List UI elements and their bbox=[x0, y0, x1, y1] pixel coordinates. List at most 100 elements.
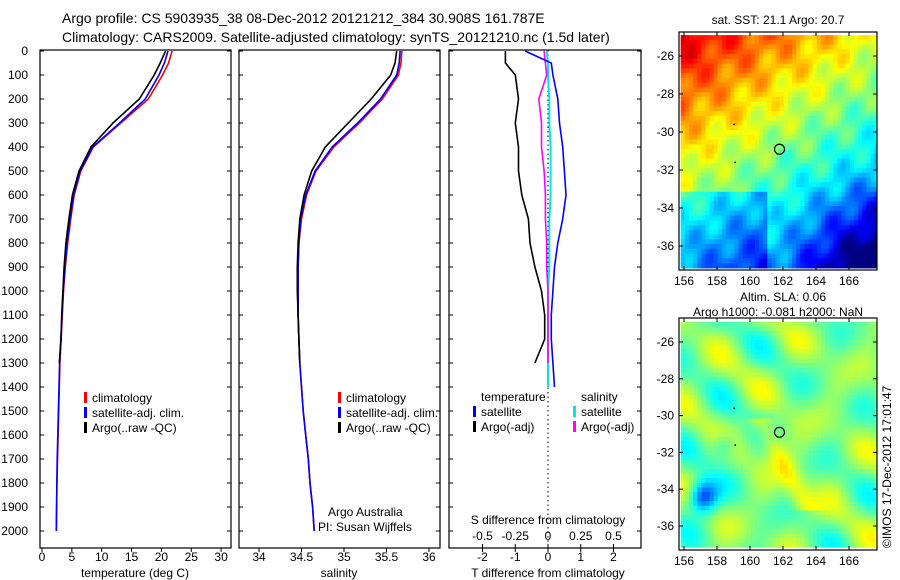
map-cell bbox=[837, 82, 843, 88]
map-cell bbox=[734, 111, 739, 117]
map-cell bbox=[713, 73, 719, 79]
map-cell bbox=[693, 400, 698, 406]
map-cell bbox=[775, 168, 781, 174]
map-cell bbox=[771, 239, 777, 245]
map-cell bbox=[730, 413, 735, 419]
map-cell bbox=[829, 432, 834, 438]
map-cell bbox=[684, 404, 690, 410]
map-cell bbox=[726, 377, 731, 383]
map-cell bbox=[833, 515, 838, 521]
map-cell bbox=[792, 196, 797, 202]
map-cell bbox=[804, 253, 810, 259]
map-cell bbox=[858, 134, 863, 141]
map-cell bbox=[800, 191, 805, 198]
map-cell bbox=[763, 225, 768, 231]
map-cell bbox=[775, 263, 781, 269]
map-cell bbox=[693, 182, 698, 188]
map-cell bbox=[705, 49, 711, 55]
map-cell bbox=[755, 446, 760, 452]
map-cell bbox=[693, 263, 698, 269]
map-cell bbox=[816, 96, 822, 103]
map-cell bbox=[800, 423, 805, 429]
map-cell bbox=[775, 354, 781, 360]
map-cell bbox=[713, 344, 719, 350]
map-cell bbox=[680, 501, 686, 507]
map-cell bbox=[870, 413, 876, 419]
map-cell bbox=[845, 149, 851, 155]
map-cell bbox=[829, 158, 834, 164]
map-cell bbox=[693, 455, 698, 461]
map-cell bbox=[845, 77, 851, 84]
map-cell bbox=[821, 349, 826, 355]
map-cell bbox=[742, 134, 748, 141]
map-cell bbox=[866, 367, 871, 373]
map-cell bbox=[705, 464, 711, 470]
map-cell bbox=[684, 87, 690, 93]
map-cell bbox=[796, 492, 801, 498]
map-cell bbox=[845, 386, 851, 392]
legend-label-s-satellite: satellite bbox=[581, 405, 622, 419]
map-cell bbox=[742, 125, 748, 131]
map-cell bbox=[734, 44, 739, 50]
map-cell bbox=[742, 413, 748, 419]
map-cell bbox=[755, 201, 760, 207]
map-cell bbox=[767, 496, 772, 502]
map-cell bbox=[808, 478, 814, 484]
map-cell bbox=[804, 395, 810, 401]
map-cell bbox=[821, 111, 826, 117]
map-cell bbox=[722, 196, 727, 202]
map-cell bbox=[755, 331, 760, 337]
map-cell bbox=[779, 358, 785, 364]
map-cell bbox=[816, 459, 822, 465]
map-cell bbox=[763, 459, 768, 465]
map-cell bbox=[808, 413, 814, 419]
map-cell bbox=[684, 139, 690, 145]
map-cell bbox=[734, 96, 739, 103]
map-cell bbox=[771, 478, 777, 484]
map-cell bbox=[689, 487, 694, 493]
map-cell bbox=[759, 101, 764, 107]
map-cell bbox=[717, 519, 723, 525]
map-cell bbox=[796, 215, 801, 221]
map-cell bbox=[862, 58, 867, 65]
map-cell bbox=[837, 492, 843, 498]
map-cell bbox=[800, 354, 805, 360]
map-cell bbox=[697, 363, 702, 369]
depth-tick-label: 800 bbox=[8, 236, 28, 250]
map-cell bbox=[829, 542, 834, 548]
map-cell bbox=[709, 528, 715, 534]
map-cell bbox=[730, 96, 735, 103]
map-cell bbox=[738, 82, 744, 88]
map-cell bbox=[862, 182, 867, 188]
map-cell bbox=[734, 63, 739, 69]
map-cell bbox=[680, 153, 686, 160]
map-cell bbox=[771, 528, 777, 534]
map-cell bbox=[717, 130, 723, 136]
map-cell bbox=[849, 39, 855, 46]
map-cell bbox=[726, 469, 731, 475]
map-cell bbox=[783, 358, 789, 364]
map-cell bbox=[800, 390, 805, 396]
map-cell bbox=[788, 487, 793, 493]
map-cell bbox=[796, 381, 801, 387]
map-cell bbox=[730, 326, 735, 332]
map-cell bbox=[775, 248, 781, 255]
map-cell bbox=[796, 120, 801, 126]
map-cell bbox=[812, 111, 818, 117]
map-cell bbox=[829, 130, 834, 136]
map-cell bbox=[845, 182, 851, 188]
map-cell bbox=[833, 239, 838, 245]
map-cell bbox=[746, 395, 752, 401]
map-cell bbox=[750, 464, 756, 470]
map-cell bbox=[717, 77, 723, 84]
map-cell bbox=[684, 196, 690, 202]
map-cell bbox=[726, 163, 731, 169]
map-cell bbox=[734, 92, 739, 98]
map-cell bbox=[788, 524, 793, 530]
map-cell bbox=[788, 229, 793, 236]
map-cell bbox=[821, 234, 826, 240]
map-cell bbox=[804, 377, 810, 383]
map-cell bbox=[742, 386, 748, 392]
map-cell bbox=[816, 367, 822, 373]
map-cell bbox=[689, 134, 694, 141]
